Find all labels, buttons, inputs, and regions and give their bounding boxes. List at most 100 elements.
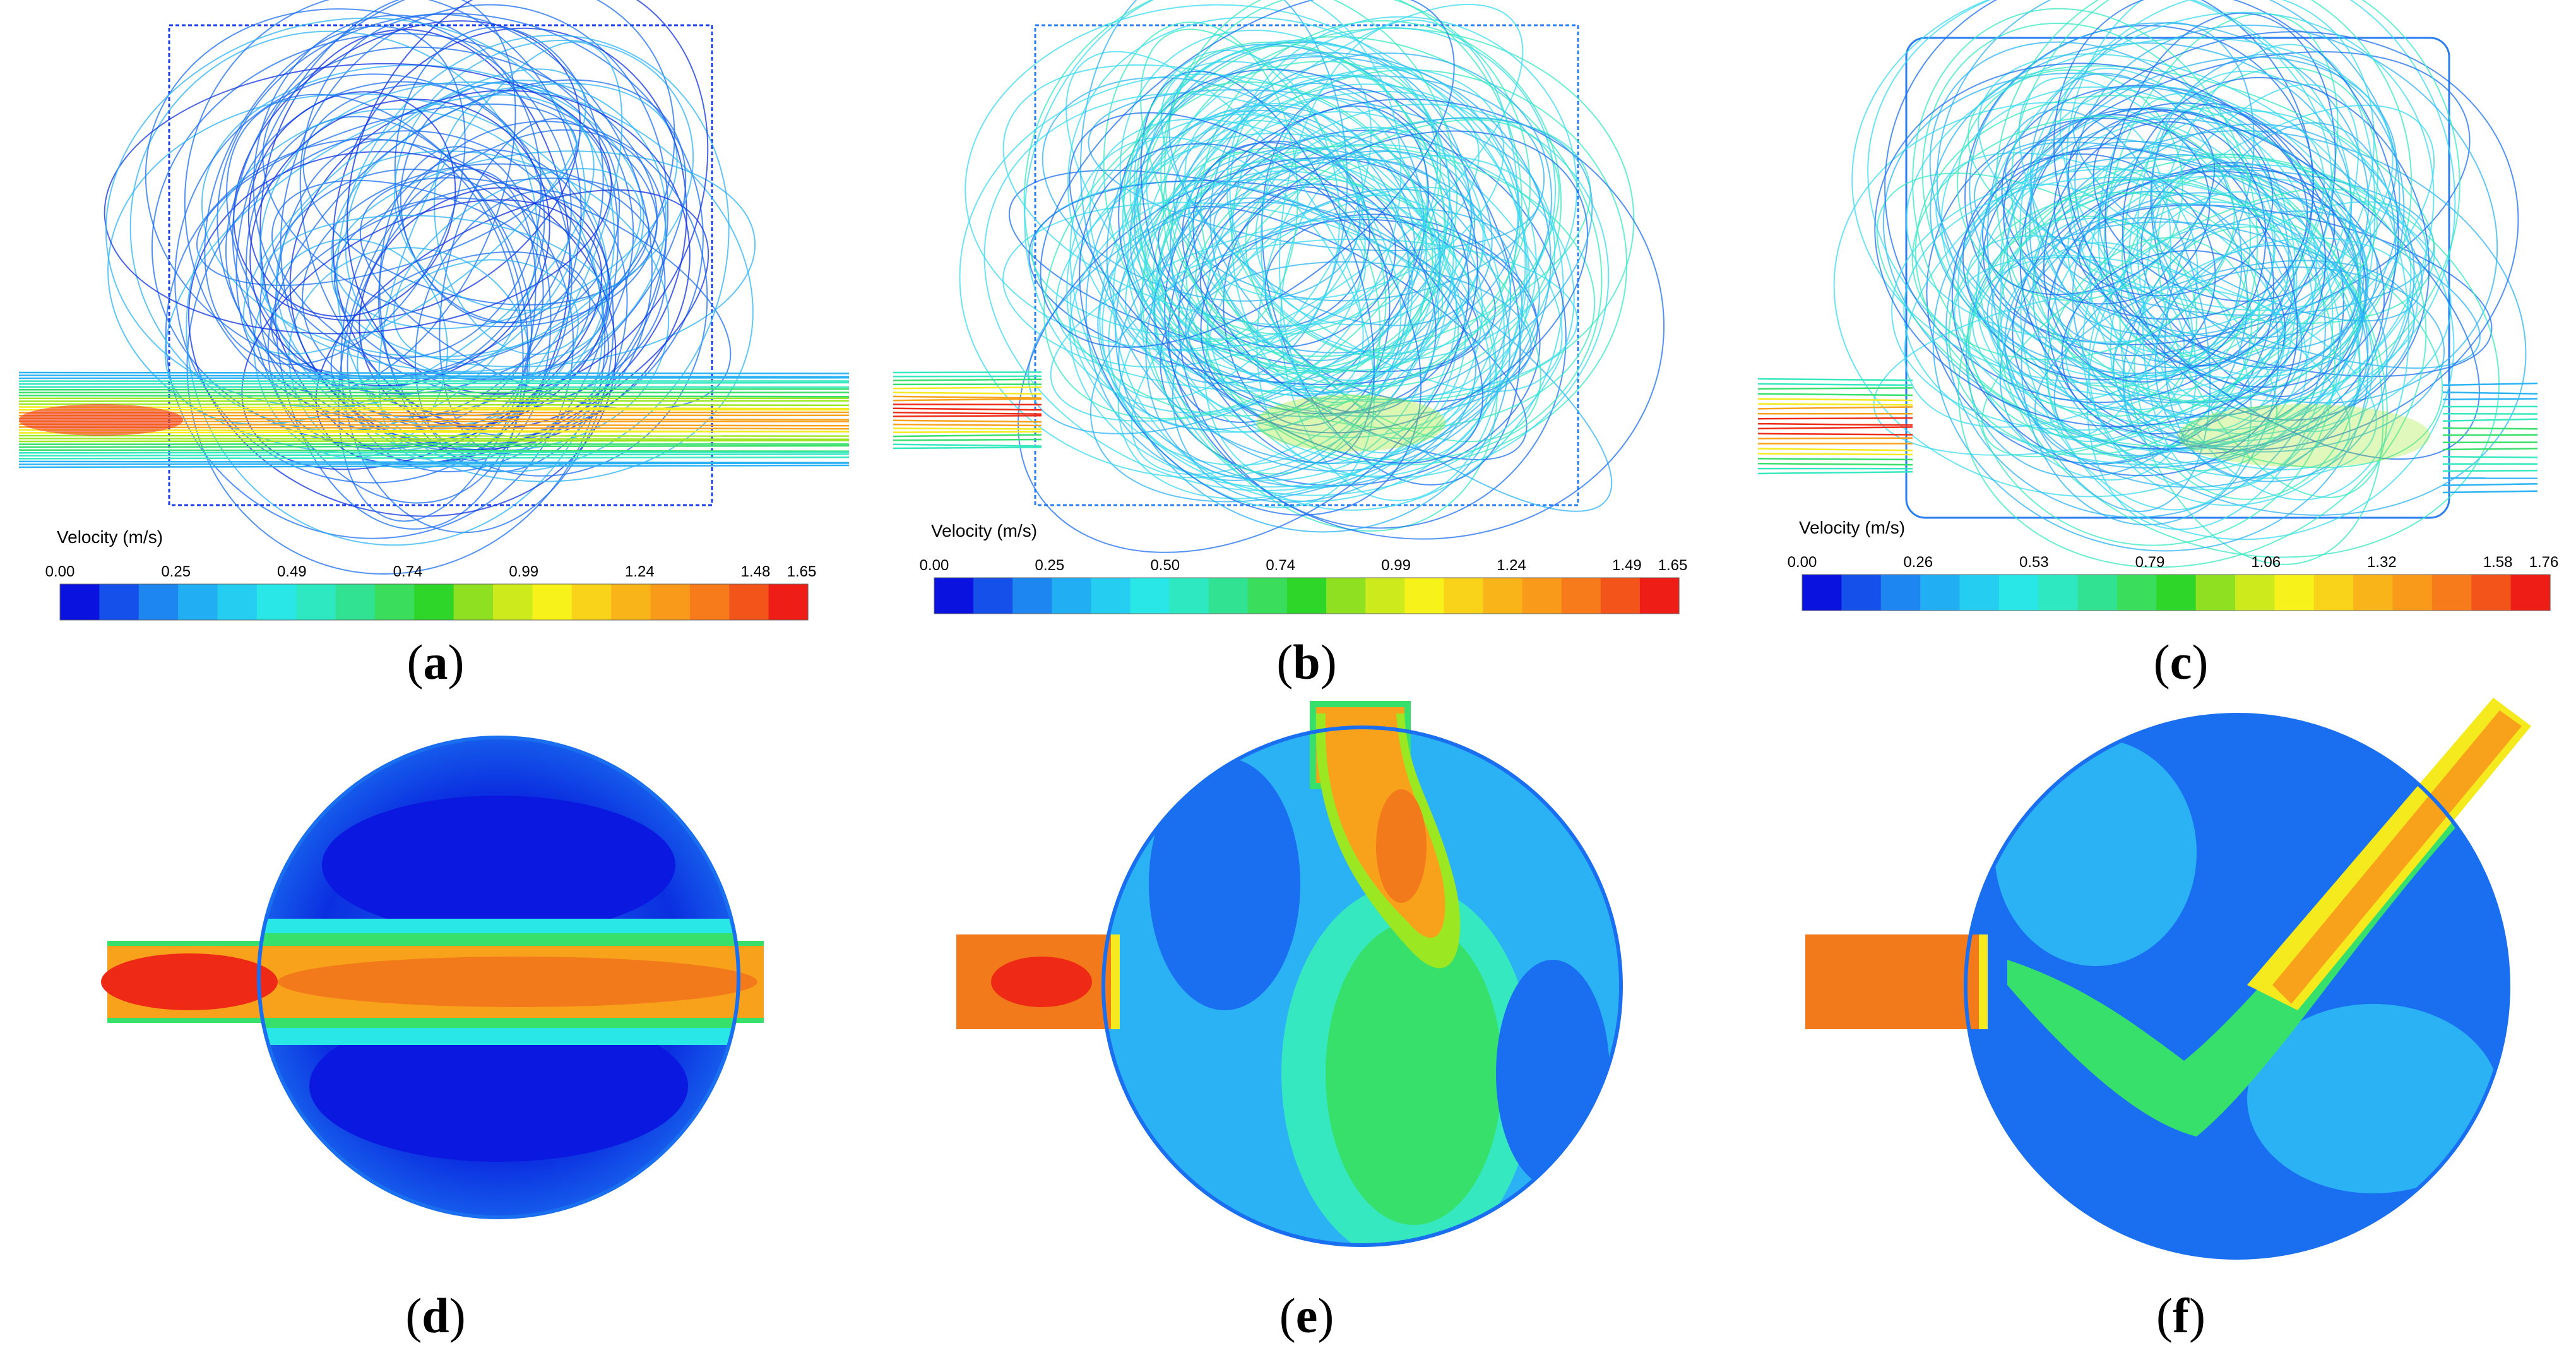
streamline [1024, 0, 1402, 414]
streamline [1962, 153, 2216, 381]
pipe-streamline [1757, 393, 1913, 397]
colorbar-swatch [1920, 575, 1961, 611]
pipe-streamline [893, 446, 1042, 450]
streamline [2142, 44, 2376, 489]
pipe-streamline [1757, 462, 1913, 466]
colorbar-swatch [768, 584, 809, 620]
colorbar-a: Velocity (m/s) 0.00 0.25 0.49 0.74 0.99 1.24 1.… [45, 527, 816, 621]
panel-c-streamlines [1757, 0, 2538, 568]
panel-d-contour [101, 736, 764, 1219]
streamline [1851, 0, 2333, 384]
colorbar-swatch [1444, 578, 1484, 614]
colorbar-swatch [1880, 575, 1921, 611]
colorbar-tick-label: 0.49 [277, 563, 307, 580]
streamline [1185, 117, 1593, 417]
pipe-streamline [2442, 434, 2538, 436]
streamline [2047, 165, 2385, 455]
pipe-streamline [2442, 470, 2538, 472]
pipe-streamline [2442, 418, 2538, 422]
pipe-streamline [18, 403, 850, 407]
streamline [1160, 0, 1531, 371]
pipe-streamline [1757, 422, 1913, 426]
streamline [2112, 237, 2418, 431]
streamline [2088, 224, 2373, 506]
colorbar-frame [1801, 574, 2551, 611]
colorbar-swatch [1365, 578, 1405, 614]
pipe-streamline [893, 371, 1042, 374]
pipe-streamline [2442, 448, 2538, 451]
colorbar-swatch [1802, 575, 1842, 611]
streamline [332, 27, 687, 429]
colorbar-tick-label: 0.00 [1788, 554, 1817, 571]
colorbar-swatch [296, 584, 336, 620]
streamline [1995, 0, 2413, 402]
colorbar-frame [934, 577, 1680, 614]
streamline [1122, 39, 1451, 376]
streamline [2089, 110, 2412, 435]
colorbar-swatch [453, 584, 494, 620]
colorbar-swatch [256, 584, 297, 620]
panel-f-contour [1805, 698, 2531, 1260]
pipe-streamline [18, 451, 850, 454]
streamline [2157, 165, 2388, 498]
pipe-streamline [1757, 458, 1913, 461]
streamline [1040, 0, 1455, 348]
streamline [1226, 16, 1578, 360]
panel-label-a: (a) [407, 635, 465, 689]
streamline [204, 25, 466, 366]
pipe-streamline [1757, 403, 1913, 406]
streamline [1125, 4, 1524, 350]
pipe-streamline [893, 427, 1042, 430]
streamline [1912, 8, 2258, 417]
streamline [302, 163, 666, 416]
colorbar-tick-label: 1.06 [2251, 554, 2281, 571]
pipe-streamline [893, 423, 1042, 427]
streamline [1079, 143, 1422, 516]
streamline [1141, 151, 1381, 475]
colorbar-swatch [2038, 575, 2079, 611]
pipe-streamline [1757, 448, 1913, 451]
streamline [1981, 188, 2378, 458]
streamline [394, 39, 694, 311]
streamline [1184, 110, 1402, 381]
colorbar-c: Velocity (m/s) 0.00 0.26 0.53 0.79 1.06 1.32 1.… [1788, 518, 2559, 611]
pipe-streamline [893, 395, 1042, 399]
streamline [1117, 155, 1556, 499]
colorbar-swatch [2235, 575, 2276, 611]
colorbar-tick-label: 1.76 [2529, 554, 2559, 571]
streamline [2082, 201, 2342, 491]
pipe-streamline [893, 398, 1042, 402]
pipe-streamline [2442, 382, 2538, 386]
colorbar-swatch [60, 584, 100, 620]
streamline [340, 149, 614, 534]
colorbar-tick-label: 0.25 [161, 563, 191, 580]
streamline [1932, 157, 2369, 552]
colorbar-swatch [2116, 575, 2157, 611]
colorbar-tick-label: 0.50 [1150, 557, 1180, 574]
streamline [1043, 61, 1442, 419]
streamline [1873, 286, 2287, 456]
streamline [1903, 177, 2359, 465]
colorbar-title: Velocity (m/s) [1799, 518, 1905, 537]
streamline [2024, 56, 2397, 337]
pipe-streamline [1757, 383, 1913, 386]
colorbar-swatch [1483, 578, 1523, 614]
pipe-streamline [1757, 437, 1913, 439]
streamline [2012, 170, 2367, 450]
pipe-streamline [893, 434, 1042, 438]
streamline [1968, 215, 2197, 438]
streamline [1118, 150, 1476, 431]
colorbar-tick-label: 0.26 [1903, 554, 1933, 571]
streamline [338, 168, 537, 522]
colorbar-frame [59, 583, 809, 621]
streamline [252, 15, 542, 359]
colorbar-swatch [2471, 575, 2512, 611]
pipe-streamline [18, 430, 850, 434]
colorbar-swatch [1561, 578, 1601, 614]
streamline [1972, 256, 2185, 410]
panel-label-b: (b) [1276, 635, 1336, 689]
streamline [242, 68, 586, 355]
pipe-streamline [1757, 426, 1913, 430]
colorbar-swatch [1247, 578, 1288, 614]
